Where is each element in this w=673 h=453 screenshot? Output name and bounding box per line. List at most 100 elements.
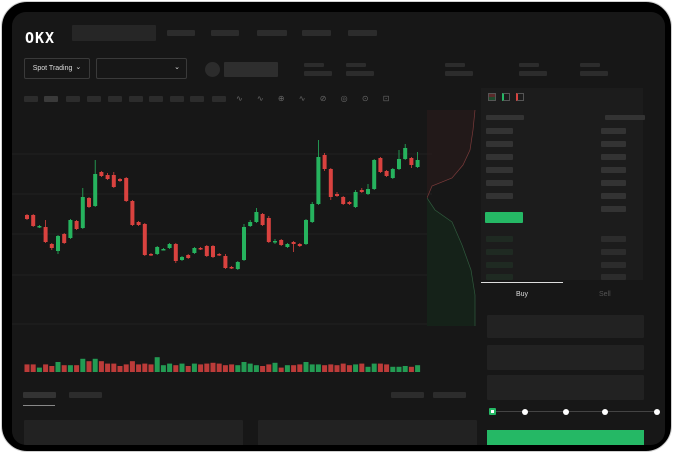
ask-depth-line <box>427 110 476 199</box>
bid-amount <box>601 249 626 255</box>
candle <box>62 234 67 243</box>
timeframe-button[interactable] <box>24 96 38 102</box>
timeframe-button[interactable] <box>108 96 122 102</box>
nav-item[interactable] <box>348 30 377 36</box>
candle <box>149 254 153 256</box>
asks-only-icon[interactable] <box>516 93 524 101</box>
volume-bar <box>129 361 135 372</box>
buy-submit-button[interactable] <box>487 430 644 445</box>
filter-button[interactable] <box>433 392 466 398</box>
ask-amount <box>601 180 626 186</box>
candle <box>316 157 321 204</box>
candle <box>378 158 383 172</box>
candle <box>74 221 79 229</box>
sell-tab[interactable]: Sell <box>599 291 611 298</box>
volume-bar <box>396 366 402 372</box>
tab-history[interactable] <box>69 392 102 398</box>
order-book-view-toggles[interactable] <box>488 93 524 101</box>
volume-bar <box>340 363 346 372</box>
candle <box>198 248 203 250</box>
timeframe-button[interactable] <box>129 96 143 102</box>
volume-bar <box>334 365 340 372</box>
stat-label <box>519 63 539 67</box>
stat-label <box>580 63 600 67</box>
volume-bar <box>117 366 123 372</box>
bids-only-icon[interactable] <box>502 93 510 101</box>
volume-bar <box>346 365 352 372</box>
volume-bar <box>136 364 142 372</box>
amount-header <box>605 115 645 120</box>
timeframe-button[interactable] <box>212 96 226 102</box>
chevron-down-icon: ⌄ <box>174 63 180 71</box>
volume-bar <box>160 365 166 372</box>
candle <box>56 236 60 251</box>
nav-item[interactable] <box>167 30 195 36</box>
bid-amount <box>601 236 626 242</box>
amount-slider[interactable] <box>489 408 660 415</box>
coin-icon <box>205 62 220 77</box>
nav-item[interactable] <box>257 30 287 36</box>
stat-value <box>346 71 374 76</box>
candle <box>155 247 160 254</box>
timeframe-button[interactable] <box>149 96 163 102</box>
filter-button[interactable] <box>391 392 424 398</box>
candle <box>328 169 333 197</box>
volume-bar <box>303 362 309 372</box>
candle <box>266 218 271 242</box>
amount-input[interactable] <box>487 345 644 370</box>
price-input[interactable] <box>487 315 644 338</box>
spot-trading-dropdown[interactable]: Spot Trading ⌄ <box>24 58 90 79</box>
both-sides-icon[interactable] <box>488 93 496 101</box>
candlestick-chart[interactable] <box>12 107 432 372</box>
assets-card <box>24 420 243 445</box>
bid-amount <box>601 262 626 268</box>
pair-dropdown[interactable]: ⌄ <box>96 58 187 79</box>
volume-bar <box>241 362 247 372</box>
candle <box>341 197 346 204</box>
volume-bar <box>247 363 253 372</box>
volume-bar <box>123 364 129 372</box>
volume-bar <box>185 366 191 372</box>
volume-bar <box>408 366 414 372</box>
candle <box>204 246 209 256</box>
slider-stop[interactable] <box>602 409 608 415</box>
timeframe-button[interactable] <box>170 96 184 102</box>
slider-handle[interactable] <box>489 408 496 415</box>
stat-value <box>519 71 547 76</box>
total-input[interactable] <box>487 375 644 400</box>
nav-item[interactable] <box>211 30 239 36</box>
bid-price <box>486 274 513 280</box>
ask-amount <box>601 141 626 147</box>
candle <box>279 240 284 245</box>
spot-trading-label: Spot Trading <box>32 65 73 72</box>
volume-bar <box>260 366 266 372</box>
volume-bar <box>365 366 371 372</box>
candle <box>273 241 277 243</box>
okx-logo: OKX <box>25 29 56 47</box>
nav-item[interactable] <box>302 30 331 36</box>
drawing-tools[interactable]: ∿ ∿ ⊕ ∿ ⊘ ◎ ⊙ ⊡ <box>236 94 396 103</box>
slider-stop[interactable] <box>522 409 528 415</box>
search-bar[interactable] <box>72 25 156 41</box>
ask-price <box>486 193 513 199</box>
volume-bar <box>191 363 197 372</box>
timeframe-button[interactable] <box>44 96 58 102</box>
candle <box>186 255 191 258</box>
timeframe-button[interactable] <box>66 96 80 102</box>
candle <box>248 222 253 226</box>
candle <box>142 224 147 255</box>
timeframe-button[interactable] <box>87 96 101 102</box>
volume-bar <box>204 363 210 372</box>
timeframe-button[interactable] <box>190 96 204 102</box>
candle <box>167 244 172 248</box>
ask-depth-area <box>427 110 475 198</box>
slider-stop[interactable] <box>654 409 660 415</box>
volume-bar <box>371 363 377 372</box>
ask-price <box>486 180 513 186</box>
slider-stop[interactable] <box>563 409 569 415</box>
candle <box>93 174 98 206</box>
stat-value <box>580 71 608 76</box>
volume-bar <box>229 364 235 372</box>
tab-open-orders[interactable] <box>23 392 56 398</box>
buy-tab[interactable]: Buy <box>516 291 529 298</box>
